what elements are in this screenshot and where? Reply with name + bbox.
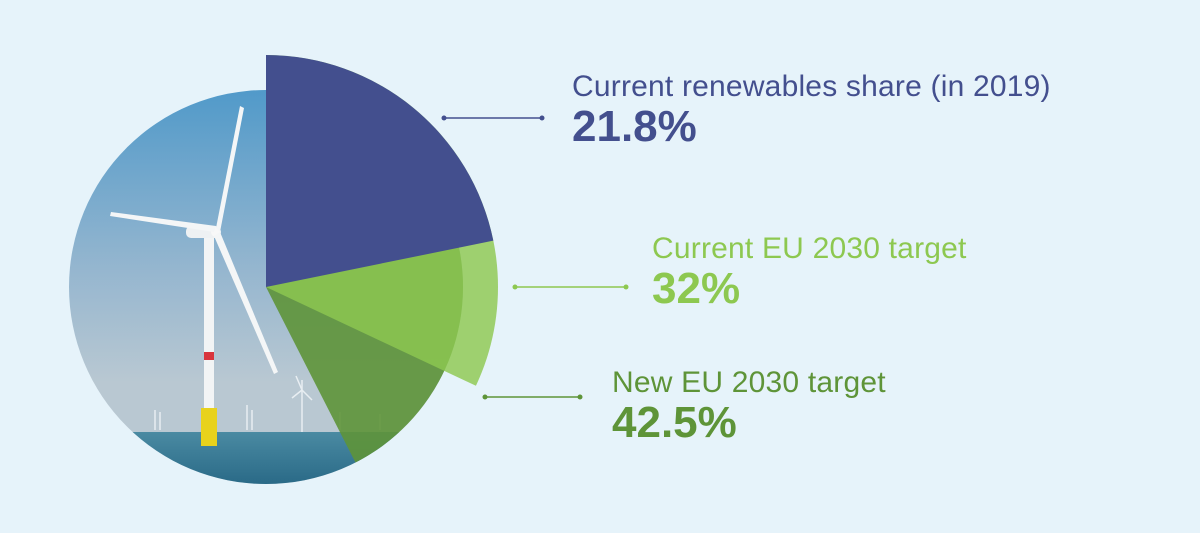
current-share-value: 21.8% — [572, 102, 697, 151]
legend-new-target: New EU 2030 target 42.5% — [612, 366, 886, 446]
leader-dot — [441, 115, 447, 121]
new-target-label: New EU 2030 target — [612, 366, 886, 399]
new-target-value: 42.5% — [612, 398, 737, 447]
legend-current-share: Current renewables share (in 2019) 21.8% — [572, 70, 1051, 150]
leader-dot — [539, 115, 545, 121]
current-target-label: Current EU 2030 target — [652, 232, 967, 265]
leader-dot — [482, 394, 488, 400]
wedge-current-share — [266, 55, 494, 287]
current-target-value: 32% — [652, 264, 741, 313]
leader-dot — [512, 284, 518, 290]
leader-dot — [623, 284, 629, 290]
leader-dot — [577, 394, 583, 400]
legend-current-target: Current EU 2030 target 32% — [652, 232, 967, 312]
current-share-label: Current renewables share (in 2019) — [572, 70, 1051, 103]
distant-turbines — [154, 375, 381, 432]
main-turbine — [110, 106, 278, 446]
